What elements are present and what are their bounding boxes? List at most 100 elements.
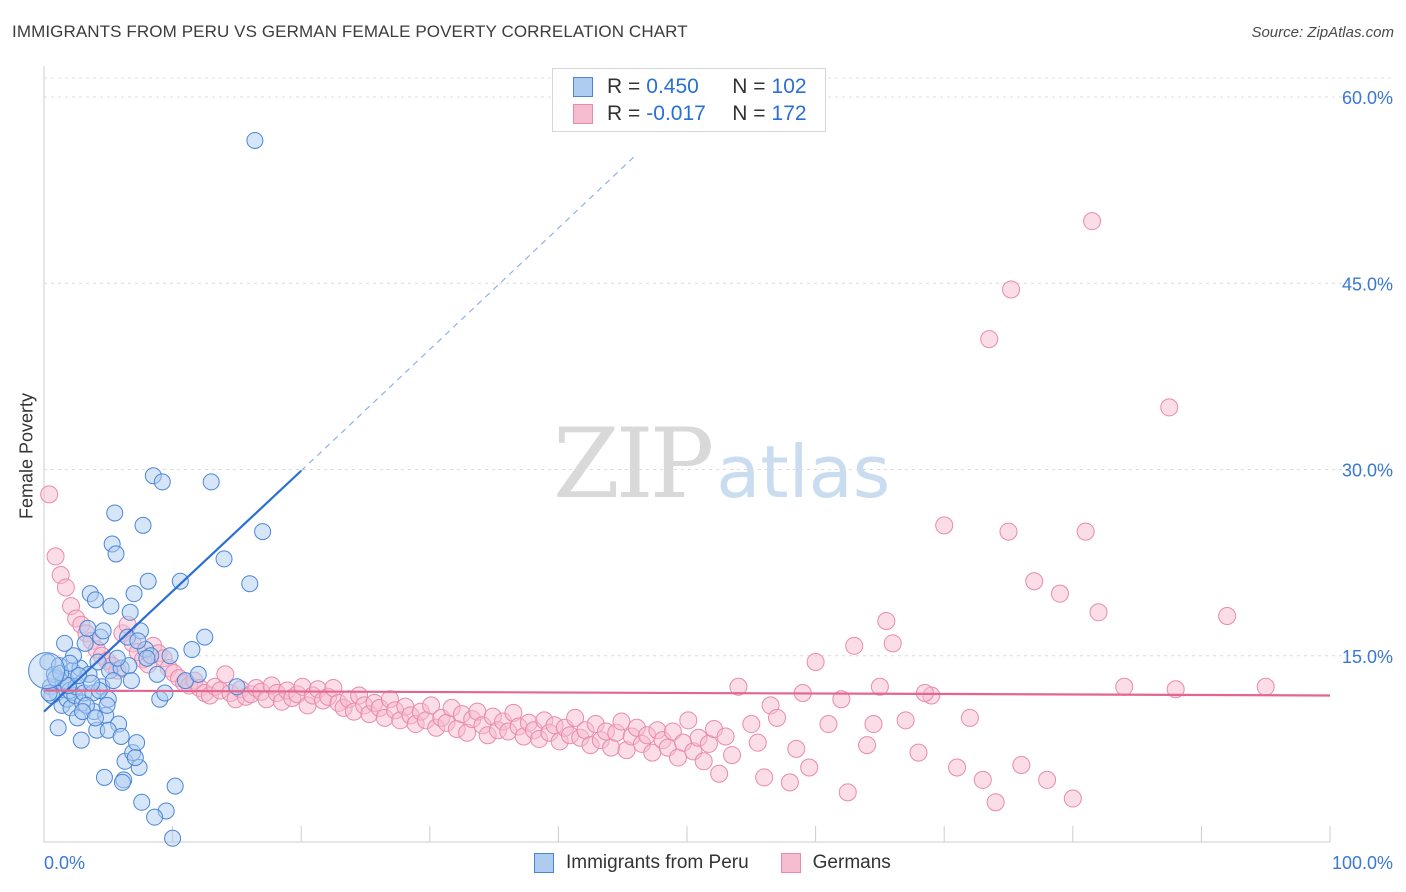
germans-point [935,516,954,535]
legend-row-germans: R = -0.017 N = 172 [573,101,807,127]
germans-point [1256,677,1275,696]
watermark-atlas: atlas [716,430,891,514]
watermark-zip: ZIP [553,408,714,520]
y-tick-label: 45.0% [1342,274,1393,294]
germans-point [960,708,979,727]
peru-point [72,731,90,749]
x-tick-label: 0.0% [44,853,85,873]
germans-point [909,743,928,762]
germans-point [883,634,902,653]
peru-legend-label: Immigrants from Peru [566,852,749,873]
peru-point [125,585,143,603]
germans-point [1089,603,1108,622]
germans-point [999,522,1018,541]
germans-point [422,696,441,715]
germans-point [1160,398,1179,417]
germans-legend-swatch [780,853,801,873]
germans-point [663,722,682,741]
watermark: ZIPatlas [553,408,890,520]
peru-point [126,749,144,767]
germans-point [896,711,915,730]
germans-point [1166,680,1185,699]
peru-point [153,473,171,491]
peru-point [108,649,126,667]
peru-point [189,665,207,683]
germans-point [832,690,851,709]
peru-point [215,550,233,568]
peru-swatch [573,77,593,97]
germans-point [858,736,877,755]
germans-point [748,733,767,752]
y-tick-label: 60.0% [1342,88,1393,108]
germans-legend-label: Germans [812,852,891,873]
germans-point [986,793,1005,812]
germans-point [755,768,774,787]
peru-point [202,473,220,491]
series-legend: Immigrants from Peru Germans [534,852,923,874]
peru-point [139,572,157,590]
peru-point [161,647,179,665]
n-label: N = [732,102,766,125]
germans-point [864,715,883,734]
germans-point [877,611,896,630]
germans-point [46,547,65,566]
peru-point [164,829,182,847]
peru-point [106,504,124,522]
peru-point [146,808,164,826]
source-label: Source: ZipAtlas.com [1251,24,1394,41]
germans-point [948,758,967,777]
peru-legend-swatch [534,853,554,873]
peru-r-value: 0.450 [646,75,699,98]
germans-point [1050,584,1069,603]
legend-item-germans[interactable]: Germans [780,852,891,874]
axes [43,66,1331,843]
peru-points [28,131,272,847]
correlation-legend: R = 0.450 N = 102 R = -0.017 N = 172 [552,68,826,132]
chart-title: IMMIGRANTS FROM PERU VS GERMAN FEMALE PO… [12,22,688,41]
germans-point [980,330,999,349]
peru-point [83,674,101,692]
germans-point [679,711,698,730]
peru-point [104,672,122,690]
germans-point [838,783,857,802]
germans-point [768,708,787,727]
peru-point [196,628,214,646]
tick-labels: 15.0% 30.0% 45.0% 60.0% 0.0% 100.0% [44,88,1393,873]
peru-point [183,641,201,659]
germans-point [216,665,235,684]
peru-point [133,793,151,811]
germans-point [870,677,889,696]
germans-points [40,212,1275,812]
germans-point [1012,756,1031,775]
germans-point [742,715,761,734]
r-label: R = [607,75,641,98]
r-label: R = [607,102,641,125]
germans-point [806,652,825,671]
peru-point [122,672,140,690]
germans-swatch [573,104,593,124]
peru-point [246,131,264,149]
germans-point [1025,572,1044,591]
germans-n-value: 172 [771,102,807,125]
peru-point [241,575,259,593]
germans-point [787,739,806,758]
germans-point [1002,280,1021,299]
legend-item-peru[interactable]: Immigrants from Peru [534,852,749,874]
peru-point [94,622,112,640]
peru-point [86,709,104,727]
germans-point [800,758,819,777]
y-tick-label: 15.0% [1342,647,1393,667]
peru-point [102,597,120,615]
germans-point [780,773,799,792]
peru-point [171,572,189,590]
peru-trend-line [43,469,302,713]
germans-point [566,708,585,727]
germans-point [973,770,992,789]
x-tick-label: 100.0% [1332,853,1393,873]
peru-point [148,665,166,683]
peru-point [156,684,174,702]
peru-point [56,634,74,652]
germans-point [845,636,864,655]
legend-row-peru: R = 0.450 N = 102 [573,74,807,100]
